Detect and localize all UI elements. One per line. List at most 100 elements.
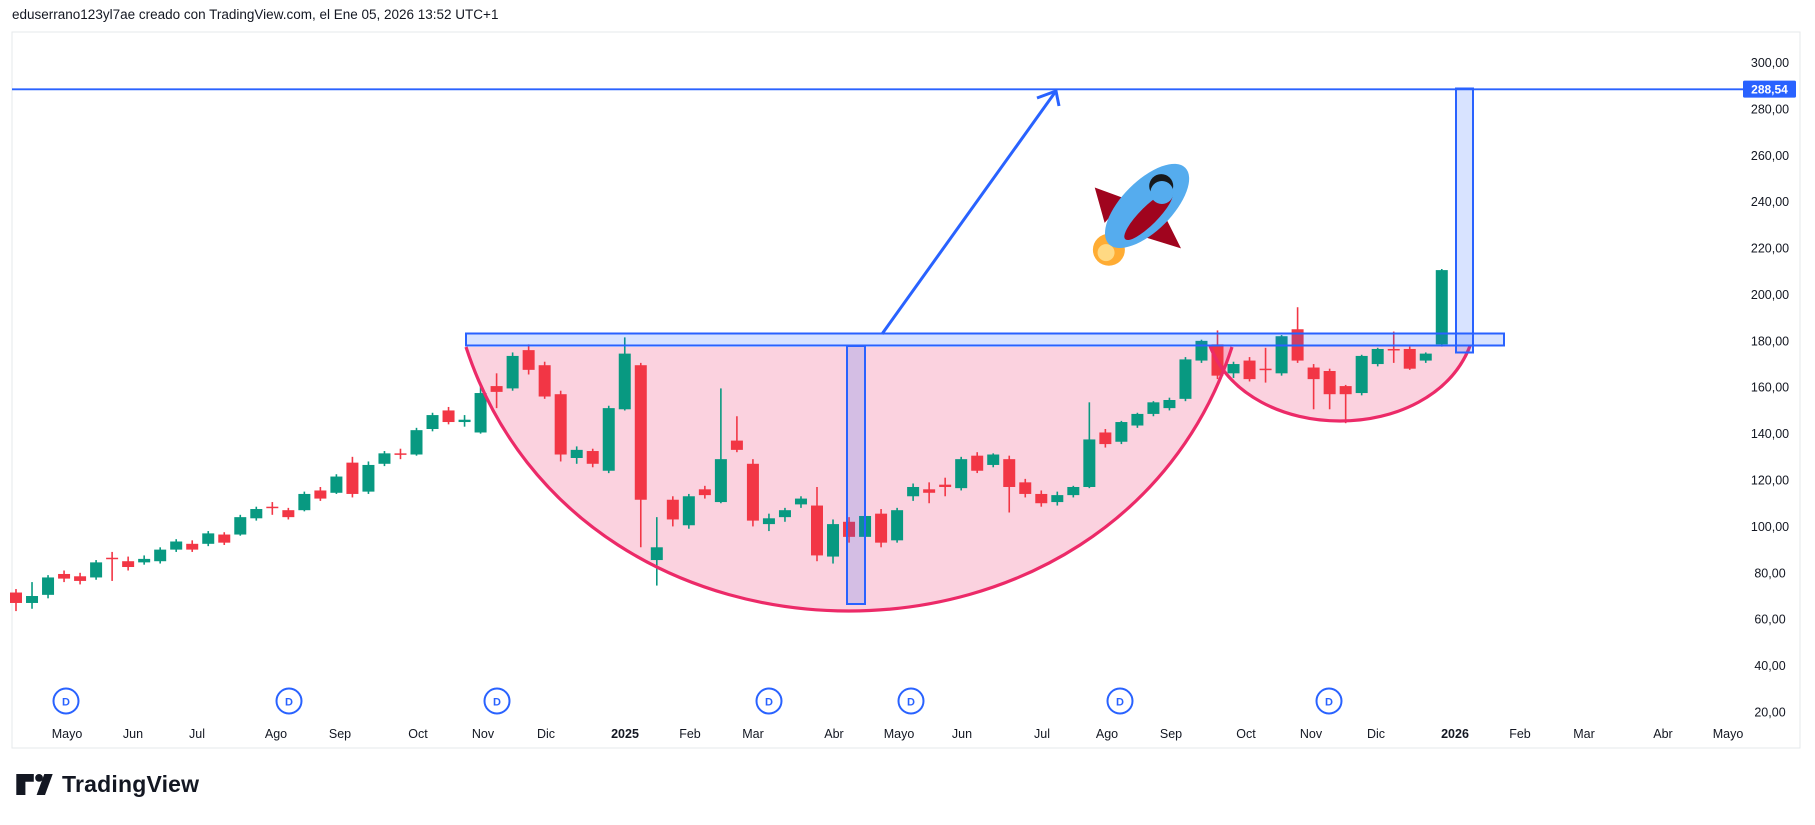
candle xyxy=(1179,357,1192,402)
dividend-marker[interactable]: D xyxy=(483,687,511,715)
candle xyxy=(250,506,263,521)
candle xyxy=(1227,361,1240,378)
candle xyxy=(522,344,535,375)
candle xyxy=(1307,364,1320,410)
candle xyxy=(554,390,567,462)
candle xyxy=(1371,347,1384,367)
svg-text:D: D xyxy=(1116,697,1124,709)
candle xyxy=(26,582,39,609)
price-axis-label: 200,00 xyxy=(1751,288,1789,302)
price-axis-label: 260,00 xyxy=(1751,149,1789,163)
price-axis-label: 160,00 xyxy=(1751,381,1789,395)
time-axis-label: Oct xyxy=(408,727,428,741)
time-axis-label: Feb xyxy=(1509,727,1531,741)
candle xyxy=(394,448,407,460)
price-axis-label: 240,00 xyxy=(1751,195,1789,209)
candle xyxy=(218,532,231,545)
candle xyxy=(266,502,279,515)
candle xyxy=(1355,354,1368,396)
candle xyxy=(42,575,55,599)
time-axis-label: Oct xyxy=(1236,727,1256,741)
candle xyxy=(378,451,391,467)
candle xyxy=(987,453,1000,468)
dividend-marker[interactable]: D xyxy=(275,687,303,715)
trend-arrow[interactable] xyxy=(880,90,1058,335)
dividend-marker[interactable]: D xyxy=(1106,687,1134,715)
rocket-flame-inner xyxy=(1097,244,1115,262)
candle xyxy=(1019,478,1032,498)
candle xyxy=(106,551,119,581)
candle xyxy=(907,483,920,501)
candle xyxy=(875,509,888,548)
svg-text:D: D xyxy=(907,697,915,709)
time-axis-label: Mar xyxy=(742,727,764,741)
candle xyxy=(698,485,711,499)
candle xyxy=(939,477,952,497)
breakout-target-zone-rect[interactable] xyxy=(1455,87,1474,354)
time-axis-label: Sep xyxy=(1160,727,1182,741)
price-axis-label: 280,00 xyxy=(1751,102,1789,116)
dividend-marker[interactable]: D xyxy=(52,687,80,715)
candle xyxy=(90,560,103,580)
active-price-label-box xyxy=(1743,80,1796,98)
time-axis-label: 2025 xyxy=(611,727,639,741)
candle xyxy=(58,570,71,583)
time-axis-label: 2026 xyxy=(1441,727,1469,741)
candle xyxy=(1131,412,1144,428)
candle xyxy=(1147,401,1160,417)
candle xyxy=(506,352,519,391)
candle xyxy=(714,388,727,504)
time-axis-label: Feb xyxy=(679,727,701,741)
candle xyxy=(570,446,583,464)
cup-pattern-arc[interactable] xyxy=(1208,345,1472,423)
price-axis-label: 300,00 xyxy=(1751,56,1789,70)
candle xyxy=(1099,428,1112,448)
candle xyxy=(1403,346,1416,370)
time-axis-label: Dic xyxy=(537,727,555,741)
dividend-marker[interactable]: D xyxy=(1315,687,1343,715)
candle xyxy=(971,452,984,474)
candle xyxy=(923,482,936,504)
time-axis-label: Mar xyxy=(1573,727,1595,741)
time-axis-label: Jun xyxy=(952,727,972,741)
candle xyxy=(602,405,615,474)
rocket-emoji-sticker[interactable] xyxy=(1059,132,1223,296)
cup-pattern-arc[interactable] xyxy=(464,346,1234,613)
rocket-window-mask xyxy=(1150,180,1174,204)
candle xyxy=(1051,491,1064,506)
price-axis-label: 220,00 xyxy=(1751,242,1789,256)
candle xyxy=(827,519,840,564)
price-axis-label: 60,00 xyxy=(1754,613,1785,627)
candle xyxy=(426,412,439,432)
svg-text:D: D xyxy=(62,697,70,709)
time-axis-label: Nov xyxy=(1300,727,1323,741)
time-axis-label: Ago xyxy=(265,727,287,741)
time-axis-label: Nov xyxy=(472,727,495,741)
candle xyxy=(474,382,487,434)
cup-low-zone-rect[interactable] xyxy=(846,345,866,605)
candle xyxy=(1115,420,1128,445)
price-axis-label: 40,00 xyxy=(1754,659,1785,673)
candle xyxy=(1243,357,1256,382)
candle xyxy=(1035,490,1048,507)
time-axis-label: Ago xyxy=(1096,727,1118,741)
candle xyxy=(10,589,22,612)
time-axis-label: Jul xyxy=(189,727,205,741)
candle xyxy=(634,362,647,548)
time-axis-label: Mayo xyxy=(52,727,83,741)
svg-text:D: D xyxy=(765,697,773,709)
price-axis-label: 140,00 xyxy=(1751,427,1789,441)
price-axis-label: 120,00 xyxy=(1751,474,1789,488)
rocket-bottom-fin xyxy=(1144,214,1182,249)
dividend-marker[interactable]: D xyxy=(897,687,925,715)
price-axis-label: 80,00 xyxy=(1754,566,1785,580)
candle xyxy=(1419,352,1432,363)
candle xyxy=(1003,455,1016,513)
candle xyxy=(955,456,968,491)
dividend-marker[interactable]: D xyxy=(755,687,783,715)
candle xyxy=(330,474,343,494)
resistance-zone-rect[interactable] xyxy=(465,332,1505,347)
tradingview-logo[interactable]: TradingView xyxy=(16,771,199,798)
chart-frame xyxy=(11,31,1801,749)
